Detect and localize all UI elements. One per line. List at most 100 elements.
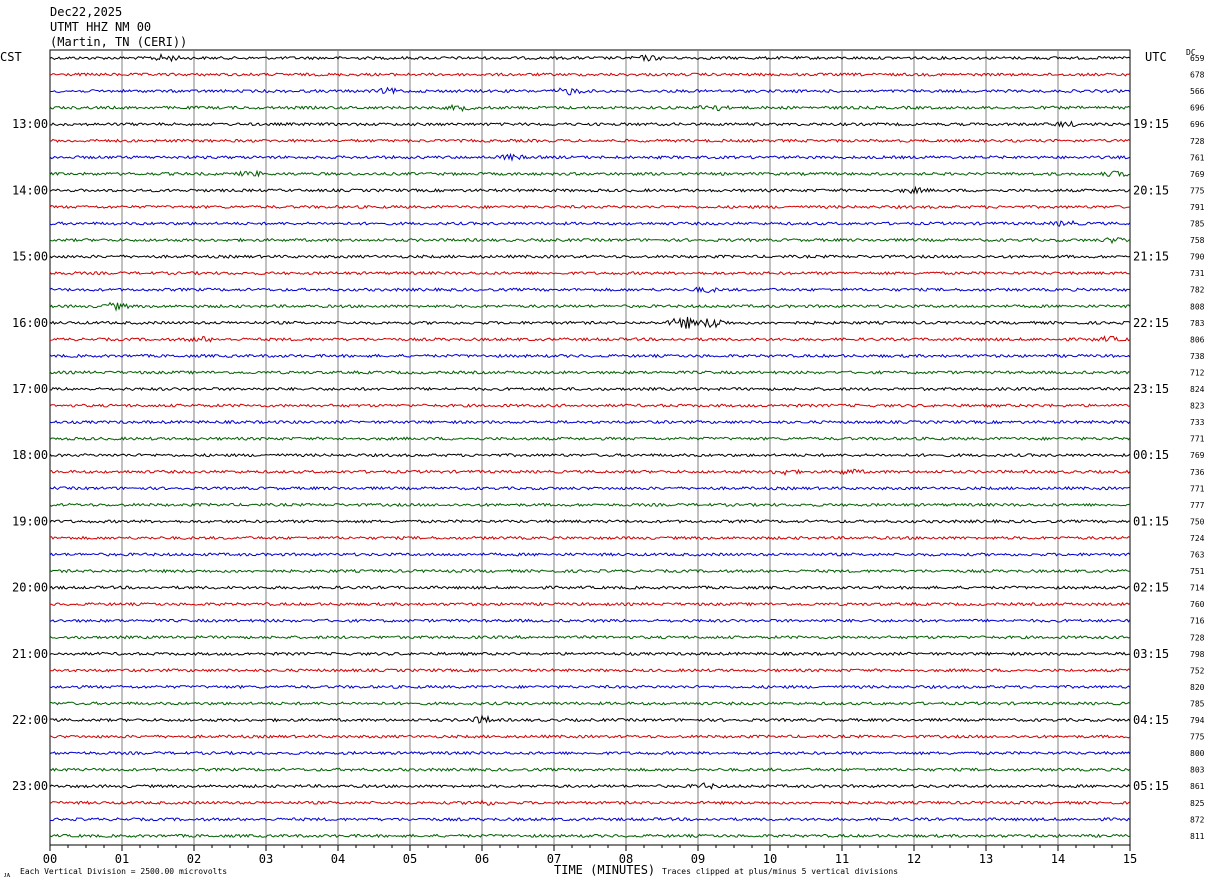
dc-offset-label: 790 — [1190, 253, 1205, 262]
x-tick-label: 00 — [43, 852, 57, 866]
cst-hour-label: 16:00 — [12, 316, 48, 330]
seismic-trace — [49, 651, 1131, 657]
cst-hour-label: 22:00 — [12, 713, 48, 727]
seismic-trace — [49, 782, 1131, 790]
dc-offset-label: 751 — [1190, 567, 1205, 576]
seismic-trace — [49, 72, 1131, 77]
seismic-trace — [50, 601, 1131, 607]
seismic-trace — [49, 833, 1131, 839]
dc-offset-label: 728 — [1190, 633, 1205, 642]
seismic-trace — [49, 286, 1131, 294]
utc-hour-label: 02:15 — [1133, 581, 1169, 595]
dc-offset-label: 823 — [1190, 402, 1205, 411]
seismic-trace — [49, 568, 1131, 574]
dc-offset-label: 678 — [1190, 71, 1205, 80]
seismic-trace — [49, 316, 1131, 329]
dc-offset-label: 861 — [1190, 782, 1205, 791]
x-tick-label: 09 — [691, 852, 705, 866]
seismic-trace — [49, 86, 1131, 96]
x-tick-label: 03 — [259, 852, 273, 866]
seismic-trace — [49, 485, 1131, 491]
corner-mark: ᴊᴀ — [4, 870, 11, 879]
utc-hour-label: 00:15 — [1133, 448, 1169, 462]
grid-layer — [49, 49, 1131, 851]
seismic-trace — [49, 635, 1131, 640]
seismic-trace — [49, 585, 1130, 590]
dc-offset-label: 775 — [1190, 186, 1205, 195]
plot-frame — [49, 49, 1131, 846]
dc-offset-label: 566 — [1190, 87, 1205, 96]
dc-offset-label: 760 — [1190, 600, 1205, 609]
cst-hour-label: 13:00 — [12, 117, 48, 131]
dc-offset-label: 782 — [1190, 286, 1205, 295]
dc-offset-label: 758 — [1190, 236, 1205, 245]
seismic-trace — [49, 219, 1131, 227]
utc-hour-label: 23:15 — [1133, 382, 1169, 396]
seismic-trace — [49, 52, 1131, 63]
dc-offset-label: 791 — [1190, 203, 1205, 212]
clip-note: Traces clipped at plus/minus 5 vertical … — [662, 867, 899, 876]
dc-offset-label: 728 — [1190, 137, 1205, 146]
dc-offset-label: 775 — [1190, 733, 1205, 742]
dc-offset-label: 794 — [1190, 716, 1205, 725]
cst-hour-label: 18:00 — [12, 448, 48, 462]
utc-hour-label: 05:15 — [1133, 779, 1169, 793]
seismic-trace — [49, 436, 1131, 441]
seismic-trace — [49, 452, 1131, 458]
seismic-trace — [49, 817, 1131, 822]
seismic-trace — [49, 386, 1131, 392]
dc-offset-label: 771 — [1190, 484, 1205, 493]
dc-offset-label: 783 — [1190, 319, 1205, 328]
dc-offset-label: 769 — [1190, 170, 1205, 179]
cst-hour-label: 14:00 — [12, 183, 48, 197]
seismic-trace — [49, 419, 1131, 425]
cst-hour-label: 23:00 — [12, 779, 48, 793]
seismic-trace — [49, 301, 1131, 312]
x-tick-label: 15 — [1123, 852, 1137, 866]
seismic-trace — [49, 370, 1131, 375]
utc-hour-label: 04:15 — [1133, 713, 1169, 727]
seismic-trace — [49, 668, 1131, 673]
x-tick-label: 13 — [979, 852, 993, 866]
dc-offset-label: 696 — [1190, 120, 1205, 129]
dc-offset-label: 736 — [1190, 468, 1205, 477]
dc-offset-label: 763 — [1190, 551, 1205, 560]
seismic-trace — [49, 684, 1131, 690]
station-code: UTMT HHZ NM 00 — [50, 20, 152, 34]
x-tick-label: 08 — [619, 852, 633, 866]
dc-offset-label: 752 — [1190, 666, 1205, 675]
dc-offset-label: 785 — [1190, 220, 1205, 229]
dc-offset-label: 825 — [1190, 799, 1205, 808]
dc-offset-label: 785 — [1190, 699, 1205, 708]
dc-column-label: DC — [1186, 48, 1196, 57]
seismic-trace — [49, 767, 1131, 773]
seismic-trace — [49, 799, 1131, 806]
left-timezone-label: CST — [0, 50, 22, 64]
scale-note: Each Vertical Division = 2500.00 microvo… — [20, 867, 228, 876]
dc-offset-label: 820 — [1190, 683, 1205, 692]
utc-hour-label: 01:15 — [1133, 514, 1169, 528]
dc-offset-label: 761 — [1190, 153, 1205, 162]
seismic-trace — [49, 618, 1131, 623]
dc-offset-label: 872 — [1190, 815, 1205, 824]
x-tick-label: 12 — [907, 852, 921, 866]
x-tick-label: 04 — [331, 852, 345, 866]
dc-offset-label: 750 — [1190, 517, 1205, 526]
utc-hour-label: 20:15 — [1133, 183, 1169, 197]
label-layer: 00 01 02 03 04 05 06 07 08 09 10 11 12 13 14 15 659 678 56… — [12, 54, 1205, 866]
x-tick-label: 06 — [475, 852, 489, 866]
seismic-trace — [49, 734, 1131, 739]
seismic-trace — [49, 502, 1131, 508]
dc-offset-label: 803 — [1190, 766, 1205, 775]
dc-offset-label: 798 — [1190, 650, 1205, 659]
x-tick-label: 05 — [403, 852, 417, 866]
seismic-trace — [49, 270, 1131, 276]
seismic-trace — [49, 204, 1131, 210]
seismic-trace — [50, 701, 1131, 706]
seismic-trace — [49, 714, 1131, 724]
x-axis-title: TIME (MINUTES) — [554, 863, 656, 877]
seismic-trace — [49, 335, 1131, 343]
dc-offset-label: 800 — [1190, 749, 1205, 758]
seismic-trace — [49, 103, 1131, 113]
x-tick-label: 02 — [187, 852, 201, 866]
